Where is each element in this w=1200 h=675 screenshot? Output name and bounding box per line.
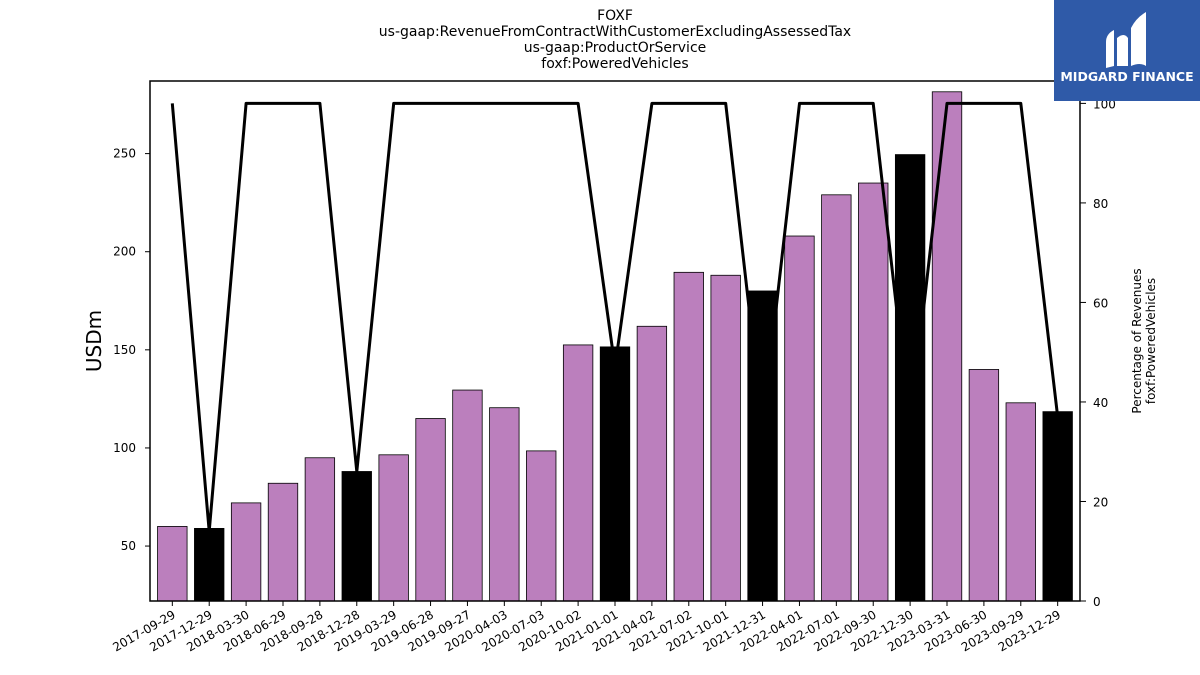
chart-title-line-1: FOXF xyxy=(597,8,633,24)
bar-2018-06-29 xyxy=(267,482,299,602)
bar-2019-06-28 xyxy=(415,418,446,602)
bar-2021-04-02 xyxy=(636,325,668,602)
bar-2021-10-01 xyxy=(710,274,741,602)
bar-2022-09-30 xyxy=(858,182,889,602)
bar-2021-07-02 xyxy=(673,271,704,602)
bar-2019-03-29 xyxy=(378,454,409,602)
y-tick-label: 200 xyxy=(113,245,136,259)
bar-2018-12-28 xyxy=(341,471,372,602)
y-tick-label: 100 xyxy=(113,441,136,455)
chart-title-line-2: us-gaap:RevenueFromContractWithCustomerE… xyxy=(379,24,851,40)
y2-axis-label-line-2: foxf:PoweredVehicles xyxy=(1144,278,1158,404)
bar-2023-06-30 xyxy=(968,369,1000,602)
bar-2020-07-03 xyxy=(526,450,557,602)
bar-2017-09-29 xyxy=(157,526,188,602)
y2-tick-label: 40 xyxy=(1093,396,1108,410)
chart-title-line-4: foxf:PoweredVehicles xyxy=(541,56,688,72)
bar-2020-04-03 xyxy=(489,407,520,602)
bar-2020-10-02 xyxy=(562,344,594,602)
chart-title: FOXF us-gaap:RevenueFromContractWithCust… xyxy=(379,8,851,72)
bar-2023-09-29 xyxy=(1005,402,1036,602)
logo-text: MIDGARD FINANCE xyxy=(1060,69,1193,84)
y2-tick-label: 0 xyxy=(1093,595,1101,609)
percentage-line-series xyxy=(170,101,1060,533)
logo-mark-icon xyxy=(1106,12,1146,68)
bar-2019-09-27 xyxy=(452,389,483,602)
percentage-line xyxy=(170,101,1060,533)
y2-axis-label-line-1: Percentage of Revenues xyxy=(1130,268,1144,413)
bar-2022-12-30 xyxy=(894,154,926,602)
bar-2023-03-31 xyxy=(931,91,963,602)
bar-2022-07-01 xyxy=(821,194,852,602)
left-axis-ticks: 50 100 150 200 250 xyxy=(113,147,150,553)
bar-series xyxy=(157,91,1073,602)
bar-2017-12-29 xyxy=(194,527,225,602)
y-tick-label: 250 xyxy=(113,147,136,161)
chart-title-line-3: us-gaap:ProductOrService xyxy=(524,40,707,56)
bar-2023-12-29 xyxy=(1042,411,1073,602)
y-tick-label: 50 xyxy=(121,539,136,553)
y-tick-label: 150 xyxy=(113,343,136,357)
y2-tick-label: 80 xyxy=(1093,197,1108,211)
y2-tick-label: 20 xyxy=(1093,495,1108,509)
y-axis-label: USDm xyxy=(82,310,106,372)
y2-tick-label: 60 xyxy=(1093,296,1108,310)
x-axis-ticks: 2017-09-292017-12-292018-03-302018-06-29… xyxy=(110,601,1063,654)
y2-axis-label: Percentage of Revenues foxf:PoweredVehic… xyxy=(1130,268,1158,413)
bar-2021-01-01 xyxy=(599,346,631,602)
midgard-finance-logo: MIDGARD FINANCE xyxy=(1054,0,1200,101)
bar-2018-03-30 xyxy=(230,502,262,602)
bar-2018-09-28 xyxy=(304,457,336,602)
bar-2022-04-01 xyxy=(784,235,815,602)
